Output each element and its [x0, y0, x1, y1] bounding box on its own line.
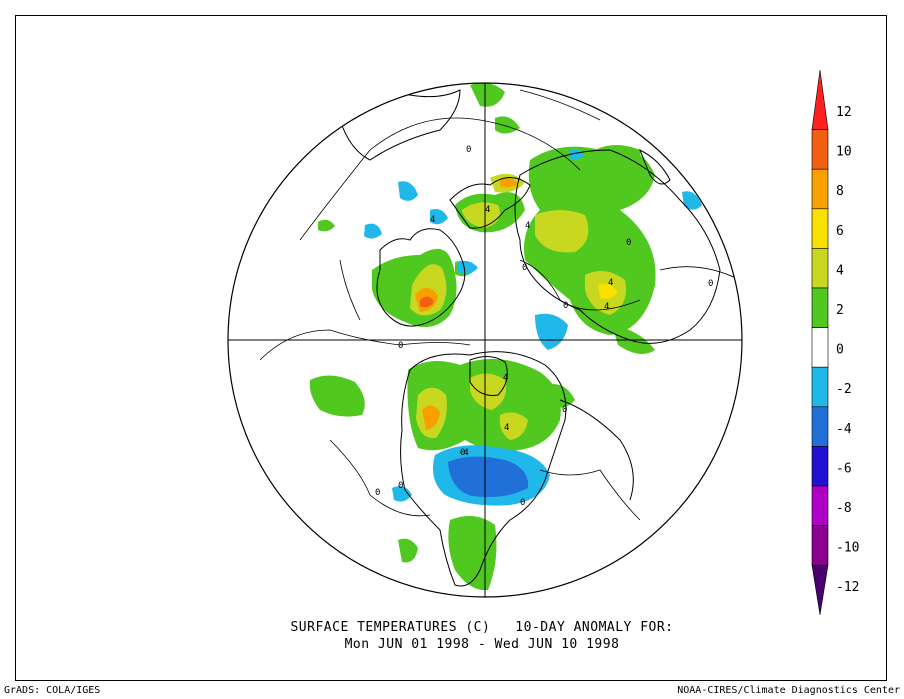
anomaly-positive-area: [470, 373, 507, 410]
contour-line: [519, 89, 601, 121]
colorbar-label: 0: [836, 343, 844, 358]
contour-line: [259, 329, 471, 361]
contour-line: [539, 469, 641, 521]
colorbar-label: -10: [836, 541, 859, 556]
anomaly-positive-area: [598, 283, 618, 300]
colorbar-label: -12: [836, 580, 859, 595]
anomaly-positive-area: [420, 296, 434, 308]
contour-label: 4: [525, 221, 530, 231]
anomaly-fields: [309, 83, 702, 591]
anomaly-negative-area: [430, 209, 448, 225]
colorbar-swatch: [811, 564, 829, 615]
anomaly-negative-area: [392, 486, 412, 502]
anomaly-negative-area: [448, 456, 529, 497]
anomaly-negative-area: [364, 223, 382, 239]
colorbar-swatch: [811, 129, 829, 170]
colorbar-swatch: [811, 168, 829, 210]
colorbar-label: -4: [836, 422, 852, 437]
contour-label: -4: [458, 448, 469, 458]
colorbar-label: -2: [836, 382, 852, 397]
colorbar-swatch: [811, 208, 829, 249]
contour-label: 0: [398, 341, 403, 351]
contour-line: [329, 439, 431, 517]
anomaly-positive-area: [495, 116, 520, 134]
plot-frame: [15, 15, 887, 681]
anomaly-negative-area: [535, 313, 568, 350]
contour-label: 0: [626, 238, 631, 248]
anomaly-positive-area: [309, 375, 365, 417]
coastline-scandinavia: [449, 177, 531, 229]
anomaly-negative-area: [458, 260, 478, 275]
contour-label: 4: [604, 302, 609, 312]
contour-label: 4: [503, 373, 508, 383]
colorbar-label: 6: [836, 224, 844, 239]
contour-line: [659, 266, 741, 281]
contour-label: 0: [562, 405, 567, 415]
footer-credit-left: GrADS: COLA/IGES: [4, 685, 101, 696]
coastlines: [339, 89, 721, 587]
colorbar-swatch: [811, 446, 829, 487]
colorbar-label: -6: [836, 461, 852, 476]
coastline-europe: [376, 228, 466, 327]
contour-line: [339, 259, 361, 321]
anomaly-positive-area: [535, 210, 589, 253]
contour-label: 0: [398, 481, 403, 491]
footer-credit-right: NOAA-CIRES/Climate Diagnostics Center: [677, 685, 900, 696]
colorbar-swatch: [811, 287, 829, 328]
anomaly-positive-area: [595, 145, 641, 195]
coastline-north-america: [400, 351, 567, 587]
contour-label: 0: [563, 301, 568, 311]
colorbar-swatch: [811, 327, 829, 368]
contour-label: 0: [466, 145, 471, 155]
anomaly-negative-area: [570, 148, 584, 160]
coastline-japan: [639, 148, 671, 185]
colorbar-label: 10: [836, 145, 852, 160]
anomaly-positive-area: [470, 83, 505, 107]
colorbar-swatch: [811, 69, 829, 130]
contour-label: 4: [430, 215, 435, 225]
graticule: [228, 83, 742, 597]
anomaly-positive-area: [318, 219, 335, 232]
contour-lines: [259, 89, 741, 521]
colorbar-label: 8: [836, 184, 844, 199]
anomaly-positive-area: [500, 178, 518, 188]
colorbar-swatch: [811, 485, 829, 526]
colorbar-label: -8: [836, 501, 852, 516]
anomaly-positive-area: [499, 412, 528, 440]
contour-label: 4: [485, 205, 490, 215]
contour-label: 0: [520, 498, 525, 508]
map-title: SURFACE TEMPERATURES (C) 10-DAY ANOMALY …: [290, 620, 674, 635]
coastline-alaska: [559, 399, 634, 501]
map-boundary: [227, 82, 743, 598]
contour-label: 0: [460, 448, 465, 458]
contour-label: 4: [504, 423, 509, 433]
anomaly-negative-area: [398, 181, 418, 201]
anomaly-positive-area: [398, 538, 418, 563]
coastline-asia: [514, 149, 721, 344]
colorbar-label: 12: [836, 105, 852, 120]
coastline-greenland: [469, 356, 508, 396]
colorbar: 12 10 8 6 4 2 0 -2 -4 -6 -8 -10 -12: [811, 69, 859, 615]
colorbar-swatch: [811, 406, 829, 447]
contour-label: 0: [375, 488, 380, 498]
anomaly-positive-area: [545, 384, 575, 408]
colorbar-label: 2: [836, 303, 844, 318]
contour-label: 0: [522, 263, 527, 273]
anomaly-positive-area: [448, 516, 497, 591]
anomaly-positive-area: [462, 202, 500, 228]
coastline-africa: [339, 89, 461, 161]
colorbar-swatch: [811, 525, 829, 566]
colorbar-swatch: [811, 366, 829, 408]
contour-label: 0: [708, 279, 713, 289]
colorbar-label: 4: [836, 263, 844, 278]
map-date-range: Mon JUN 01 1998 - Wed JUN 10 1998: [344, 637, 620, 652]
contour-line: [299, 117, 581, 241]
colorbar-swatch: [811, 248, 829, 289]
contour-label: 4: [608, 278, 613, 288]
anomaly-positive-area: [422, 405, 440, 430]
anomaly-negative-area: [682, 191, 702, 210]
